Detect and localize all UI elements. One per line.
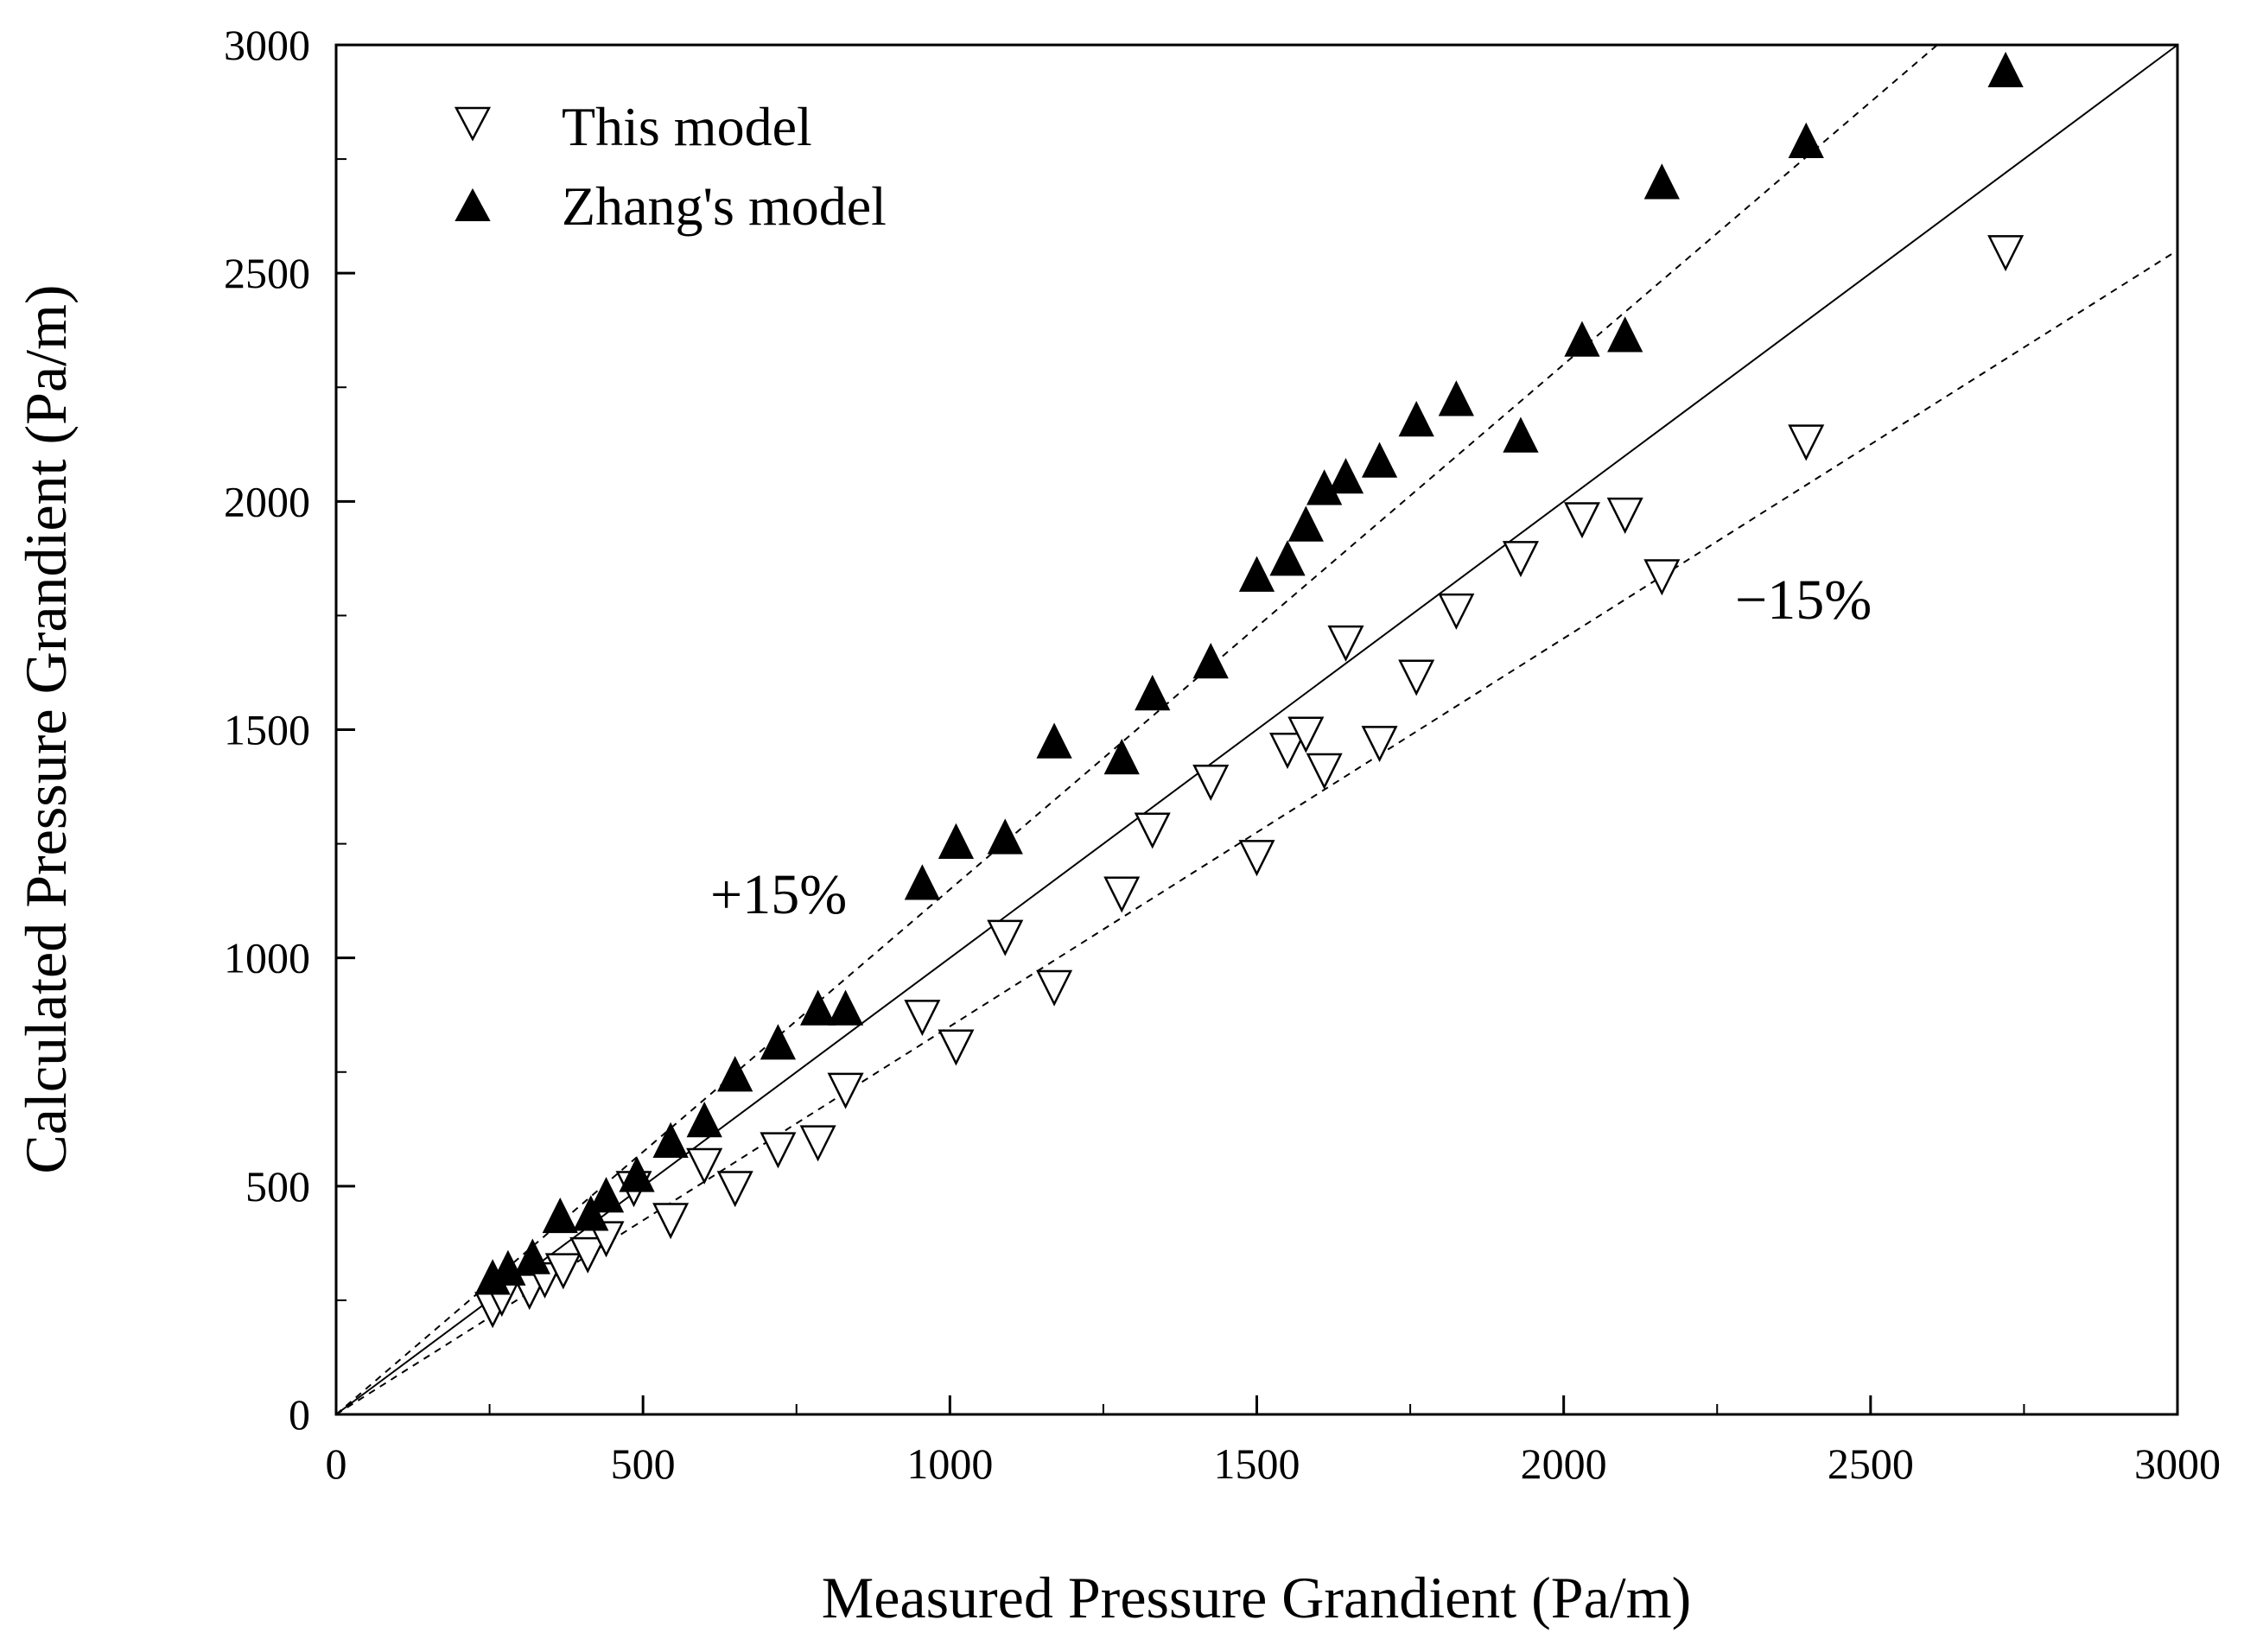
this-model-point xyxy=(987,919,1024,956)
legend-zhang-model-label: Zhang's model xyxy=(562,175,887,237)
x-tick-label: 2000 xyxy=(1521,1439,1607,1488)
this-model-point xyxy=(904,1000,941,1037)
zhang-model-point xyxy=(1564,321,1600,357)
zhang-model-point xyxy=(1438,380,1474,416)
minus-15-percent-line xyxy=(335,249,2178,1415)
this-model-point xyxy=(1987,235,2025,272)
zhang-model-point xyxy=(1327,458,1364,494)
this-model-point xyxy=(1361,726,1398,763)
this-model-point xyxy=(799,1125,836,1162)
x-tick-label: 2500 xyxy=(1828,1439,1914,1488)
zhang-model-point xyxy=(1987,51,2024,88)
this-model-point xyxy=(1502,541,1539,578)
zhang-model-point xyxy=(799,989,836,1026)
zhang-model-point xyxy=(1192,643,1229,679)
series-zhang-model xyxy=(474,51,2024,1295)
this-model-point xyxy=(1192,765,1230,802)
x-tick-label: 500 xyxy=(611,1439,676,1488)
y-tick-label: 3000 xyxy=(224,21,310,69)
series-this-model xyxy=(474,235,2025,1329)
zhang-model-point xyxy=(827,989,864,1026)
y-tick-label: 0 xyxy=(289,1390,310,1439)
x-tick-label: 1000 xyxy=(906,1439,993,1488)
this-model-point xyxy=(1438,593,1475,630)
zhang-model-point xyxy=(1269,540,1306,576)
zhang-model-point xyxy=(1643,163,1680,200)
x-tick-label: 1500 xyxy=(1214,1439,1300,1488)
zhang-model-point xyxy=(588,1177,625,1213)
legend-zhang-model-marker xyxy=(455,187,491,221)
zhang-model-point xyxy=(514,1238,550,1274)
zhang-model-point xyxy=(1135,674,1171,711)
y-tick-label: 2500 xyxy=(224,249,310,297)
this-model-point xyxy=(827,1072,864,1109)
zhang-model-point xyxy=(490,1249,526,1286)
zhang-model-point xyxy=(1398,400,1434,437)
legend-this-model-marker xyxy=(454,106,492,142)
legend: This model Zhang's model xyxy=(454,96,887,237)
zhang-model-point xyxy=(686,1101,722,1138)
this-model-point xyxy=(1643,559,1681,596)
this-model-point xyxy=(716,1171,753,1208)
zhang-model-point xyxy=(1238,556,1275,592)
zhang-model-point xyxy=(1036,722,1072,759)
this-model-point xyxy=(1563,502,1601,539)
zhang-model-point xyxy=(652,1121,689,1158)
zhang-model-point xyxy=(1287,505,1324,542)
y-tick-label: 2000 xyxy=(224,477,310,525)
zhang-model-point xyxy=(1361,442,1398,478)
y-tick-label: 1000 xyxy=(224,934,310,982)
this-model-point xyxy=(1134,812,1171,849)
x-axis-ticks: 0 500 1000 1500 2000 2500 3000 xyxy=(326,1395,2221,1488)
zhang-model-point xyxy=(904,864,940,900)
this-model-point xyxy=(1327,625,1364,662)
this-model-point xyxy=(1287,716,1325,753)
this-model-point xyxy=(686,1147,723,1185)
zhang-model-point xyxy=(619,1156,655,1192)
this-model-point xyxy=(1788,424,1825,461)
this-model-point xyxy=(1103,876,1141,913)
zhang-model-point xyxy=(1788,122,1824,158)
y-axis-ticks: 0 500 1000 1500 2000 2500 3000 xyxy=(224,21,355,1439)
zhang-model-point xyxy=(573,1195,609,1231)
zhang-model-point xyxy=(938,823,975,859)
x-tick-label: 0 xyxy=(326,1439,347,1488)
this-model-point xyxy=(1606,497,1643,534)
this-model-point xyxy=(544,1253,582,1290)
zhang-model-point xyxy=(760,1024,797,1060)
this-model-point xyxy=(1268,733,1306,770)
this-model-point xyxy=(1398,659,1435,696)
this-model-point xyxy=(569,1236,607,1274)
x-tick-label: 3000 xyxy=(2134,1439,2221,1488)
zhang-model-point xyxy=(542,1197,578,1234)
y-tick-label: 500 xyxy=(245,1162,310,1210)
plus-15-percent-line xyxy=(335,44,1938,1415)
this-model-point xyxy=(1036,969,1073,1007)
zhang-model-point xyxy=(987,818,1023,855)
zhang-model-point xyxy=(1503,416,1539,453)
plus-15-percent-label: +15% xyxy=(710,863,847,926)
y-axis-title: Calculated Pressure Grandient (Pa/m) xyxy=(13,284,79,1173)
x-axis-title: Measured Pressure Grandient (Pa/m) xyxy=(822,1565,1692,1630)
this-model-point xyxy=(1306,753,1343,790)
y-tick-label: 1500 xyxy=(224,706,310,754)
this-model-point xyxy=(760,1132,797,1169)
this-model-point xyxy=(652,1203,690,1240)
minus-15-percent-label: −15% xyxy=(1735,569,1872,632)
zhang-model-point xyxy=(1103,738,1140,775)
zhang-model-point xyxy=(1607,316,1643,353)
zhang-model-point xyxy=(717,1056,753,1092)
legend-this-model-label: This model xyxy=(562,96,812,157)
this-model-point xyxy=(1238,840,1275,877)
this-model-point xyxy=(938,1029,975,1066)
